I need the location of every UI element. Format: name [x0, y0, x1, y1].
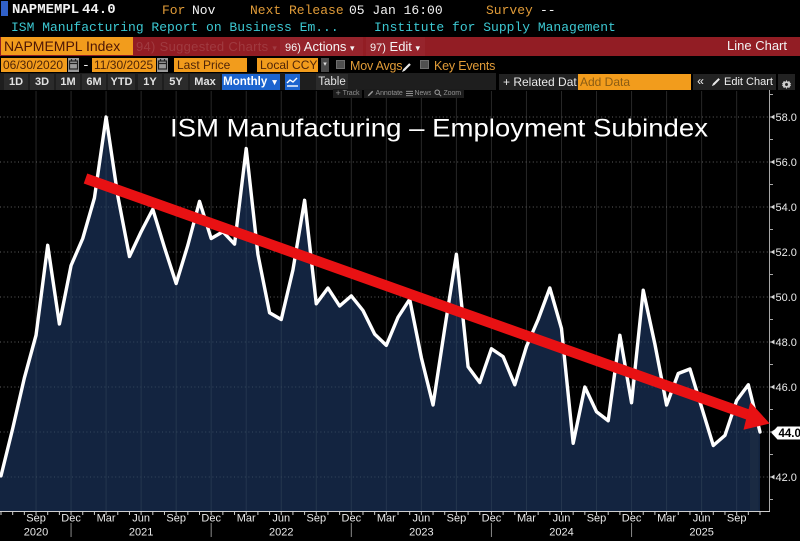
svg-text:Jun: Jun [272, 513, 290, 525]
svg-text:2022: 2022 [269, 527, 293, 539]
svg-text:ISM Manufacturing – Employment: ISM Manufacturing – Employment Subindex [170, 115, 709, 143]
svg-text:Dec: Dec [622, 513, 642, 525]
svg-text:Jun: Jun [412, 513, 430, 525]
svg-text:Mar: Mar [657, 513, 676, 525]
svg-text:Jun: Jun [132, 513, 150, 525]
svg-text:52.0: 52.0 [776, 247, 797, 259]
svg-text:2024: 2024 [549, 527, 573, 539]
svg-text:2025: 2025 [689, 527, 713, 539]
svg-text:Sep: Sep [166, 513, 186, 525]
svg-text:46.0: 46.0 [776, 382, 797, 394]
svg-text:42.0: 42.0 [776, 472, 797, 484]
svg-text:54.0: 54.0 [776, 202, 797, 214]
svg-text:Sep: Sep [306, 513, 326, 525]
svg-text:Dec: Dec [61, 513, 81, 525]
svg-text:Mar: Mar [377, 513, 396, 525]
svg-text:Dec: Dec [201, 513, 221, 525]
svg-text:44.0: 44.0 [779, 428, 800, 440]
svg-text:50.0: 50.0 [776, 292, 797, 304]
svg-text:Dec: Dec [342, 513, 362, 525]
svg-text:2021: 2021 [129, 527, 153, 539]
svg-text:Sep: Sep [447, 513, 467, 525]
svg-text:Jun: Jun [553, 513, 571, 525]
svg-text:Mar: Mar [237, 513, 256, 525]
svg-text:2020: 2020 [24, 527, 48, 539]
svg-text:Dec: Dec [482, 513, 502, 525]
svg-text:Sep: Sep [587, 513, 607, 525]
svg-text:Mar: Mar [97, 513, 116, 525]
svg-text:Mar: Mar [517, 513, 536, 525]
svg-text:58.0: 58.0 [776, 112, 797, 124]
svg-text:48.0: 48.0 [776, 337, 797, 349]
svg-text:Jun: Jun [693, 513, 711, 525]
svg-text:56.0: 56.0 [776, 157, 797, 169]
svg-text:Sep: Sep [727, 513, 747, 525]
svg-text:Sep: Sep [26, 513, 46, 525]
svg-text:2023: 2023 [409, 527, 433, 539]
